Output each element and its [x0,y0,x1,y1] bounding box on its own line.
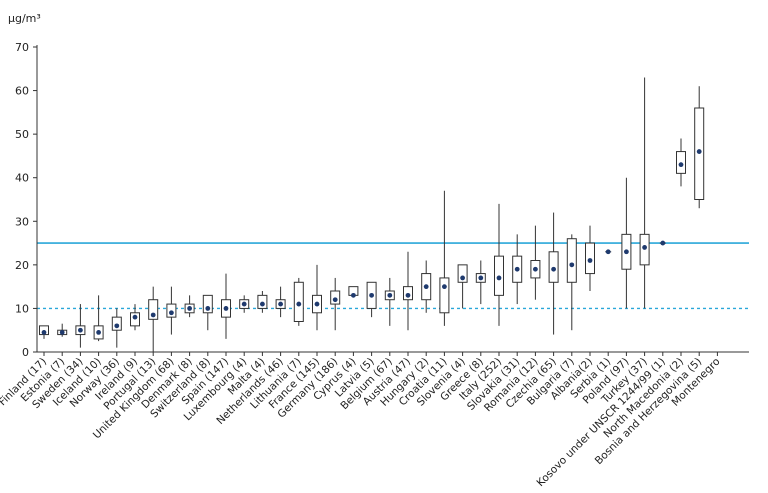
box-rect [148,299,159,320]
median-marker [460,275,465,281]
box-group [439,190,450,326]
y-tick-label: 0 [22,346,29,359]
median-marker [187,306,193,311]
median-marker [114,323,120,329]
median-marker [387,292,393,298]
median-marker [96,329,101,335]
box-group [57,323,68,337]
median-marker [241,301,247,307]
box-group [111,308,122,348]
box-group [659,240,666,246]
median-marker [369,292,374,298]
y-tick-label: 40 [15,172,29,185]
median-marker [59,329,65,335]
median-marker [660,240,666,246]
box-group [202,294,213,331]
box-group [184,295,195,318]
y-tick-label: 20 [15,259,29,272]
median-marker [496,275,502,281]
median-marker [205,306,211,311]
median-marker [351,292,356,298]
y-tick-label: 60 [15,85,29,98]
box-group [257,291,268,313]
box-group [330,277,341,331]
median-marker [478,275,484,281]
box-group [530,225,541,300]
axes: 0 10 20 30 40 50 60 70 [15,41,749,359]
median-marker [624,249,629,255]
median-marker [78,327,83,333]
y-tick-label: 10 [15,302,29,315]
box-group [39,325,49,339]
median-marker [278,301,283,307]
median-marker [605,249,611,255]
y-tick-label: 50 [15,128,29,141]
y-tick-label: 30 [15,215,29,228]
median-marker [696,149,702,154]
box-group [694,86,705,209]
y-axis-unit: µg/m³ [8,12,41,25]
box-group [512,234,523,305]
box-group [75,304,86,348]
median-marker [642,245,647,250]
box-group [130,304,140,331]
box-group [239,295,250,313]
median-marker [169,310,174,316]
median-marker [296,301,302,307]
box-group [676,138,686,187]
median-marker [514,266,520,272]
median-marker [223,306,229,311]
box-group [384,277,395,326]
median-marker [41,329,47,335]
median-marker [314,301,320,307]
box-group [312,264,322,331]
median-marker [551,266,556,272]
box-group [475,260,486,305]
box-rect [202,294,213,314]
box-group [548,212,559,335]
median-marker [150,312,156,318]
median-marker [132,314,138,320]
box-rect [566,238,577,283]
median-marker [423,284,429,290]
median-marker [332,297,338,303]
box-group [348,286,359,298]
box-group [457,264,468,309]
box-series [39,77,705,352]
box-rect [439,277,450,314]
box-group [494,203,504,326]
box-group [639,77,650,309]
median-marker [405,292,411,298]
box-group [166,286,177,335]
box-group [566,234,577,331]
category-labels: Finland (17)Estonia (7)Sweden (34)Icelan… [0,356,723,489]
box-group [585,225,595,291]
box-group [421,260,432,313]
median-marker [569,262,575,268]
box-group [605,249,612,255]
median-marker [442,284,447,290]
median-marker [587,258,593,263]
box-group [403,251,413,331]
box-group [93,295,104,342]
median-marker [533,266,538,272]
box-group [275,286,286,318]
box-group [221,273,231,339]
box-group [293,277,304,326]
box-group [148,286,159,352]
median-marker [678,162,684,168]
box-rect [457,264,468,283]
box-group [366,281,377,318]
median-marker [260,301,265,307]
y-tick-label: 70 [15,41,29,54]
box-group [621,177,632,309]
